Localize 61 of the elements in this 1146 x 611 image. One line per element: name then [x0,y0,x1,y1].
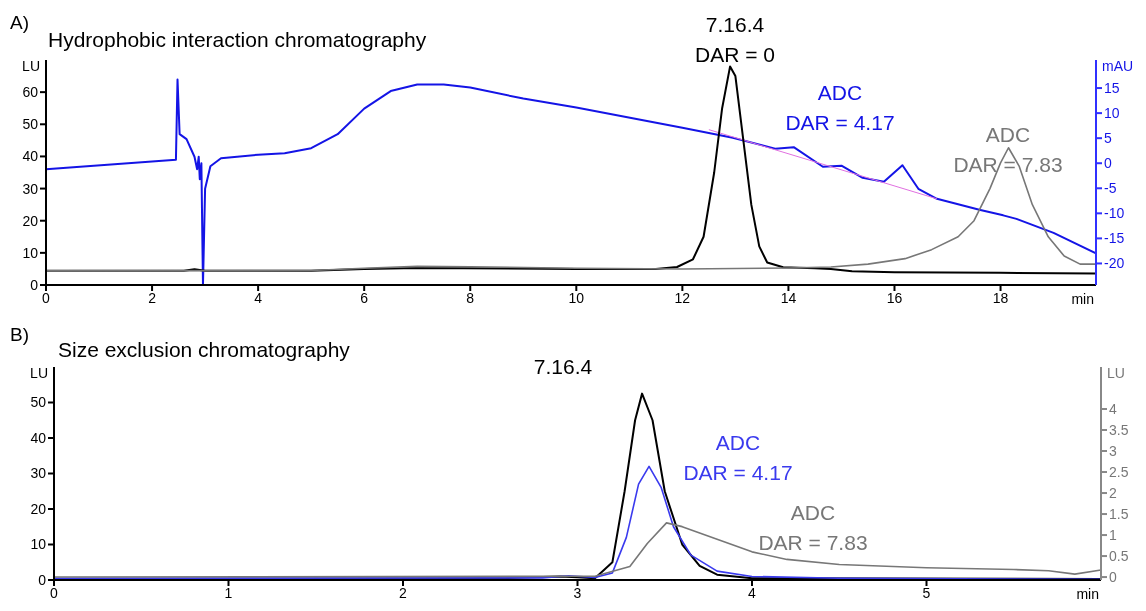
series-label: ADC DAR = 7.83 [953,123,1063,176]
y2-axis-title: mAU [1102,58,1134,74]
y-axis-title: LU [21,58,40,74]
y-tick-label: 20 [30,500,47,517]
y-tick-label: 60 [22,84,39,101]
y-tick-label: 10 [30,536,47,553]
x-axis-title: min [1070,291,1094,307]
series-label: ADC DAR = 7.83 [757,500,869,556]
x-tick-label: 10 [568,289,585,306]
y2-tick-label: 4 [1109,400,1117,417]
x-tick-label: 18 [992,289,1009,306]
x-tick-label: 8 [466,289,475,306]
x-axis-title: min [1075,586,1099,602]
text: A) [10,12,29,34]
y2-tick-label: -20 [1104,255,1125,272]
x-tick-label: 2 [399,584,408,601]
y-tick-label: 0 [30,276,39,293]
y-tick-label: 50 [30,394,47,411]
chart-title: Size exclusion chromatography [58,338,350,362]
x-tick-label: 4 [748,584,757,601]
y-tick-label: 50 [22,116,39,133]
y-tick-label: 30 [22,180,39,197]
y2-tick-label: 10 [1104,105,1120,122]
y2-tick-label: 3 [1109,442,1117,459]
x-tick-label: 2 [148,289,157,306]
y2-tick-label: 3.5 [1109,421,1129,438]
x-tick-label: 0 [50,584,59,601]
y2-tick-label: -5 [1104,180,1117,197]
x-tick-label: 12 [674,289,691,306]
text: 7.16.4 [532,354,594,380]
y2-tick-label: 0 [1104,155,1112,172]
x-tick-label: 5 [922,584,931,601]
x-tick-label: 3 [573,584,582,601]
y-tick-label: 40 [30,429,47,446]
y2-tick-label: 0.5 [1109,548,1129,565]
series-label: 7.16.4 DAR = 0 [694,12,776,68]
chart-title: Hydrophobic interaction chromatography [48,28,427,52]
x-tick-label: 6 [360,289,369,306]
y2-tick-label: 15 [1104,80,1120,97]
y2-tick-label: 2.5 [1109,464,1129,480]
y2-axis-title: LU [1107,365,1125,381]
y2-tick-label: 0 [1109,569,1117,586]
y-tick-label: 40 [22,148,39,165]
x-tick-label: 1 [224,584,233,601]
y-axis-title: LU [29,365,48,381]
y-tick-label: 30 [30,465,47,482]
series-label: ADC DAR = 4.17 [682,430,794,486]
y2-tick-label: 5 [1104,130,1112,147]
y2-tick-label: -10 [1104,205,1125,222]
x-tick-label: 4 [254,289,263,306]
x-tick-label: 14 [780,289,797,306]
y2-tick-label: -15 [1104,230,1125,247]
y-tick-label: 10 [22,244,39,261]
text: B) [10,324,29,346]
y2-tick-label: 2 [1109,485,1117,502]
y-tick-label: 20 [22,212,39,229]
y2-tick-label: 1 [1109,527,1117,544]
y-tick-label: 0 [38,571,47,588]
x-tick-label: 16 [886,289,903,306]
y2-tick-label: 1.5 [1109,506,1129,523]
series-label: ADC DAR = 4.17 [784,80,896,136]
